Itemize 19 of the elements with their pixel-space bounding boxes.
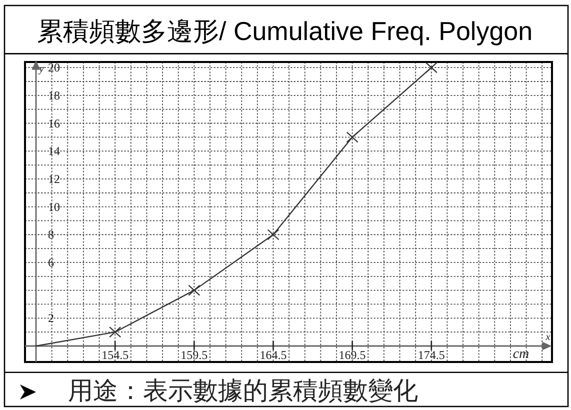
x-tick-label: 174.5	[418, 348, 445, 362]
x-tick-label: 169.5	[338, 348, 366, 362]
annotation: 用途：表示數據的累積頻數變化	[68, 378, 418, 405]
x-tick-label: 159.5	[180, 348, 208, 362]
y-tick-label: 2	[48, 311, 54, 326]
title: 累積頻數多邊形/ Cumulative Freq. Polygon	[37, 16, 533, 46]
annotation: cm	[512, 347, 530, 362]
y-tick-label: 6	[48, 255, 54, 270]
y-tick-label: 20	[48, 60, 60, 75]
y-tick-label: 18	[48, 88, 60, 102]
x-tick-label: 164.5	[260, 348, 287, 362]
y-tick-label: 8	[48, 228, 54, 242]
y-tick-label: 14	[48, 144, 60, 158]
y-tick-label: 12	[48, 172, 60, 186]
xlabel: x	[546, 332, 550, 343]
ylabel: y	[39, 63, 44, 75]
y-tick-label: 10	[48, 200, 60, 214]
x-tick-label: 154.5	[102, 348, 129, 362]
y-tick-label: 16	[48, 116, 60, 130]
